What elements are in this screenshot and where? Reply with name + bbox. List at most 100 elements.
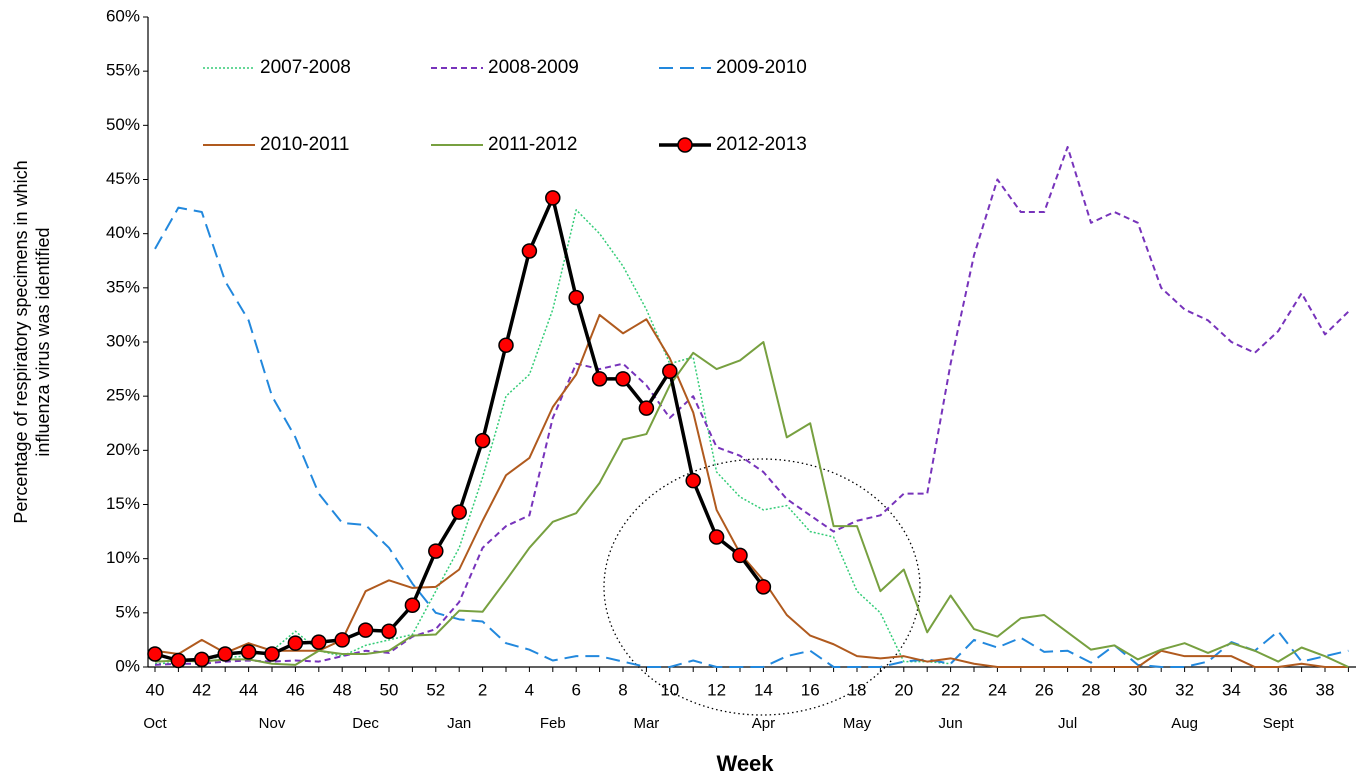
month-label: Aug — [1171, 715, 1198, 732]
x-tick-label: 30 — [1128, 680, 1147, 699]
series-line — [154, 341, 1349, 668]
x-tick-label: 40 — [146, 680, 165, 699]
x-tick-label: 4 — [525, 680, 534, 699]
x-tick-label: 18 — [848, 680, 867, 699]
x-tick-label: 52 — [426, 680, 445, 699]
month-label: Jun — [939, 715, 963, 732]
data-point — [708, 529, 725, 545]
data-point — [662, 363, 678, 379]
y-tick-label: 30% — [106, 331, 140, 350]
data-point — [404, 597, 421, 613]
data-point — [311, 634, 327, 650]
x-tick-label: 46 — [286, 680, 305, 699]
legend-label: 2009-2010 — [716, 57, 807, 78]
legend-label: 2012-2013 — [716, 134, 807, 155]
month-label: Dec — [352, 715, 379, 732]
data-point — [685, 472, 701, 489]
y-tick-label: 60% — [106, 6, 140, 25]
y-tick-label: 50% — [106, 115, 140, 134]
data-point — [451, 504, 467, 520]
month-label: Oct — [143, 715, 167, 732]
y-tick-label: 55% — [106, 61, 140, 80]
month-label: Apr — [752, 715, 775, 732]
data-point — [545, 190, 561, 206]
data-point — [474, 432, 491, 449]
series — [154, 146, 1350, 666]
series-line — [154, 313, 1349, 668]
y-tick-label: 45% — [106, 169, 140, 188]
x-tick-label: 24 — [988, 680, 1007, 699]
series-line — [154, 196, 765, 663]
data-point — [755, 579, 772, 595]
month-label: Feb — [540, 715, 566, 732]
x-tick-label: 42 — [192, 680, 211, 699]
legend-label: 2007-2008 — [260, 57, 351, 78]
data-point — [194, 651, 210, 668]
highlight-ellipse — [603, 458, 921, 716]
legend-label: 2008-2009 — [488, 57, 579, 78]
y-tick-label: 40% — [106, 223, 140, 242]
legend-marker — [677, 137, 693, 153]
data-point — [591, 371, 608, 387]
x-tick-label: 50 — [380, 680, 399, 699]
data-point — [217, 646, 233, 662]
x-tick-label: 28 — [1082, 680, 1101, 699]
data-point — [264, 646, 280, 662]
x-tick-label: 48 — [333, 680, 352, 699]
x-tick-label: 22 — [941, 680, 960, 699]
legend-label: 2010-2011 — [260, 134, 349, 155]
data-point — [287, 635, 304, 651]
x-tick-label: 10 — [660, 680, 679, 699]
month-label: Mar — [633, 715, 659, 732]
series-line — [154, 146, 1350, 666]
series — [154, 209, 951, 665]
legend-label: 2011-2012 — [488, 134, 577, 155]
y-tick-label: 15% — [106, 494, 140, 513]
y-tick-label: 20% — [106, 440, 140, 459]
series — [154, 206, 1349, 668]
series — [147, 190, 772, 669]
legend-item: 2010-2011 — [203, 134, 349, 155]
month-label: May — [843, 715, 872, 732]
legend-item: 2011-2012 — [431, 134, 577, 155]
data-point — [357, 622, 374, 638]
data-point — [240, 644, 257, 660]
series-line — [154, 209, 951, 665]
x-tick-label: 6 — [571, 680, 580, 699]
x-tick-label: 20 — [894, 680, 913, 699]
y-tick-label: 10% — [106, 548, 140, 567]
series-line — [154, 206, 1349, 668]
legend-item: 2012-2013 — [659, 134, 807, 155]
data-point — [732, 547, 748, 564]
y-tick-label: 0% — [115, 656, 140, 675]
data-point — [170, 652, 187, 669]
month-label: Nov — [259, 715, 286, 732]
legend-item: 2009-2010 — [659, 57, 807, 78]
data-point — [428, 543, 444, 559]
x-tick-label: 12 — [707, 680, 726, 699]
data-point — [147, 646, 163, 662]
month-label: Jul — [1058, 715, 1077, 732]
data-point — [568, 289, 584, 306]
x-tick-label: 34 — [1222, 680, 1241, 699]
series — [154, 313, 1349, 668]
data-point — [381, 623, 397, 639]
data-point — [521, 243, 538, 259]
x-tick-label: 16 — [801, 680, 820, 699]
legend-item: 2007-2008 — [203, 57, 351, 78]
x-tick-label: 38 — [1316, 680, 1335, 699]
month-label: Sept — [1263, 715, 1295, 732]
y-axis-title-line: influenza virus was identified — [33, 227, 53, 456]
data-point — [334, 632, 350, 648]
data-point — [638, 400, 655, 416]
x-tick-label: 44 — [239, 680, 258, 699]
month-label: Jan — [447, 715, 471, 732]
x-tick-label: 8 — [618, 680, 627, 699]
data-point — [615, 371, 631, 387]
x-tick-label: 2 — [478, 680, 487, 699]
x-tick-label: 36 — [1269, 680, 1288, 699]
x-tick-label: 14 — [754, 680, 773, 699]
x-tick-label: 26 — [1035, 680, 1054, 699]
y-tick-label: 5% — [115, 602, 140, 621]
